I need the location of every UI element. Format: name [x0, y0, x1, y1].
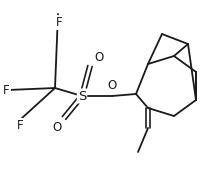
- Text: O: O: [107, 79, 117, 92]
- Text: F: F: [3, 83, 10, 96]
- Text: S: S: [78, 90, 86, 102]
- Text: O: O: [53, 121, 62, 134]
- Text: O: O: [94, 51, 103, 64]
- Text: F: F: [16, 119, 23, 132]
- Text: F: F: [56, 16, 62, 29]
